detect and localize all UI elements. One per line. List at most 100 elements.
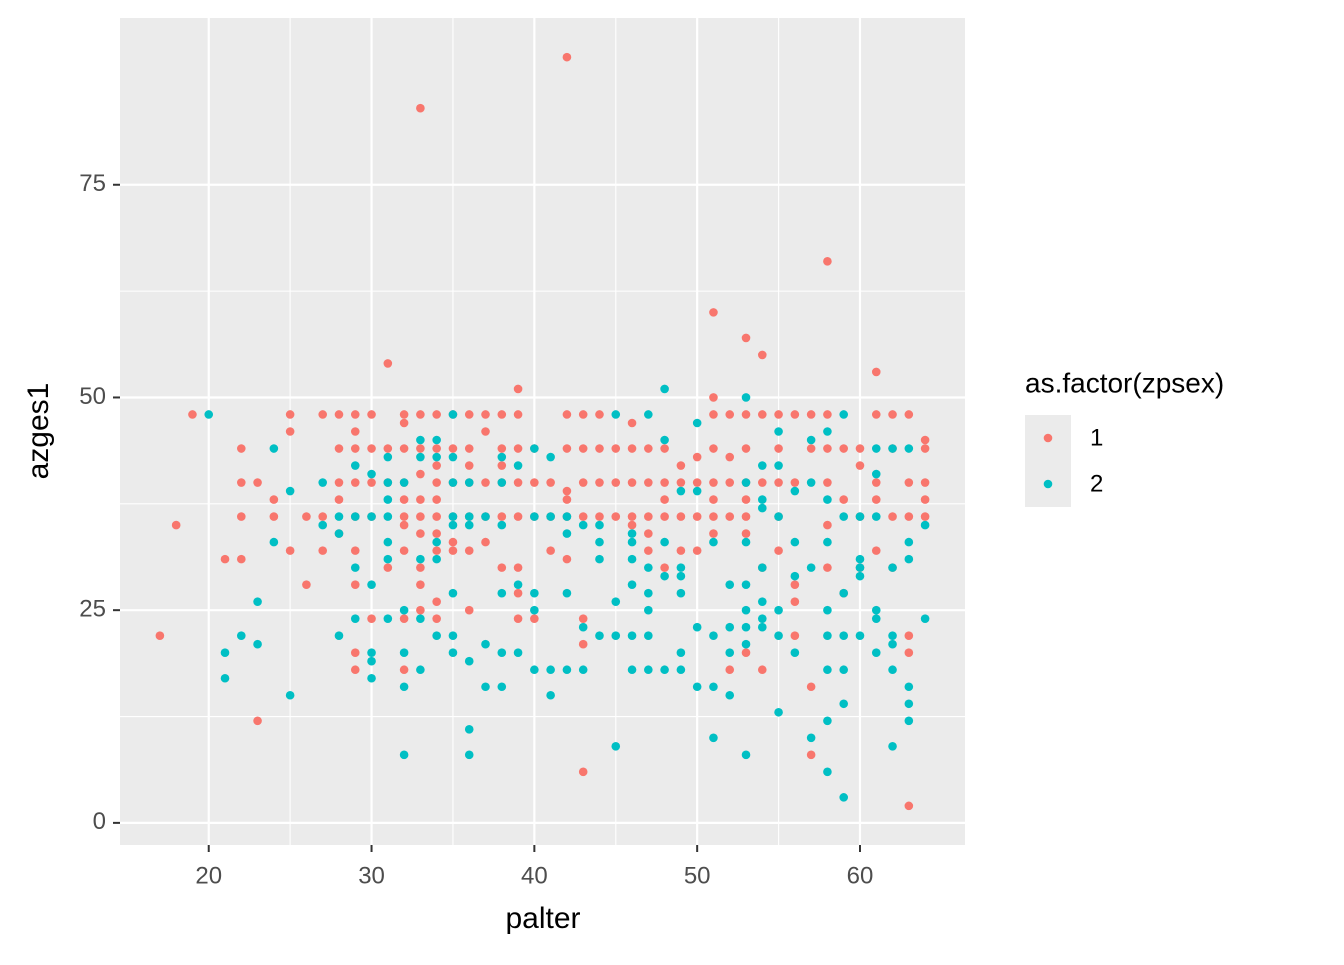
point xyxy=(676,512,686,521)
point xyxy=(367,478,376,487)
point xyxy=(920,520,930,530)
point xyxy=(823,495,832,504)
point xyxy=(432,495,441,504)
point xyxy=(741,444,751,453)
point xyxy=(220,673,230,683)
point xyxy=(562,529,572,538)
point xyxy=(823,605,832,615)
point xyxy=(530,605,539,615)
point xyxy=(367,580,376,589)
point xyxy=(839,495,849,504)
point xyxy=(806,682,816,692)
point xyxy=(546,478,555,487)
point xyxy=(806,733,816,743)
point xyxy=(757,478,767,487)
point xyxy=(350,444,360,453)
point xyxy=(578,478,588,487)
point xyxy=(546,546,555,555)
point xyxy=(871,478,881,487)
point xyxy=(855,571,865,581)
panel-background xyxy=(120,18,965,845)
point xyxy=(432,435,441,445)
point xyxy=(513,384,523,394)
point xyxy=(383,563,393,572)
point xyxy=(416,469,425,479)
point xyxy=(236,512,246,521)
point xyxy=(904,554,914,564)
point xyxy=(416,452,425,462)
point xyxy=(709,478,718,487)
point xyxy=(350,410,360,419)
point xyxy=(497,410,507,419)
point xyxy=(660,571,669,581)
point xyxy=(774,512,783,521)
y-tick-label: 50 xyxy=(79,383,106,410)
point xyxy=(383,359,393,368)
point xyxy=(562,410,572,419)
point xyxy=(285,690,295,700)
point xyxy=(855,631,865,640)
point xyxy=(448,648,458,658)
point xyxy=(823,767,832,777)
point xyxy=(709,682,718,692)
point xyxy=(497,520,507,530)
point xyxy=(676,563,686,572)
point xyxy=(432,597,441,606)
point xyxy=(888,512,897,521)
point xyxy=(416,512,425,521)
point xyxy=(416,605,425,615)
point xyxy=(302,580,311,589)
point xyxy=(774,707,783,717)
point xyxy=(481,478,490,487)
point xyxy=(904,648,914,658)
point xyxy=(578,767,588,777)
point xyxy=(318,512,328,521)
point xyxy=(562,52,572,62)
point xyxy=(757,563,767,572)
point xyxy=(904,699,914,709)
point xyxy=(350,512,360,521)
point xyxy=(269,495,279,504)
points xyxy=(155,52,930,811)
point xyxy=(904,682,914,692)
point xyxy=(741,605,751,615)
point xyxy=(155,631,165,640)
point xyxy=(725,452,735,462)
point xyxy=(416,410,425,419)
point xyxy=(644,563,653,572)
point xyxy=(823,478,832,487)
point xyxy=(367,444,376,453)
point xyxy=(399,478,409,487)
point xyxy=(627,418,637,428)
point xyxy=(448,588,458,598)
point xyxy=(676,478,686,487)
point xyxy=(904,478,914,487)
point xyxy=(448,444,458,453)
point xyxy=(644,444,653,453)
point xyxy=(399,605,409,615)
point xyxy=(481,537,490,547)
point xyxy=(871,648,881,658)
point xyxy=(709,308,718,317)
point xyxy=(774,461,783,470)
point xyxy=(725,512,735,521)
point xyxy=(416,580,425,589)
point xyxy=(888,410,897,419)
point xyxy=(236,444,246,453)
point xyxy=(497,682,507,692)
point xyxy=(660,537,669,547)
point xyxy=(660,512,669,521)
point xyxy=(709,444,718,453)
point xyxy=(871,546,881,555)
point xyxy=(627,631,637,640)
point xyxy=(904,410,914,419)
point xyxy=(725,410,735,419)
point xyxy=(399,648,409,658)
point xyxy=(806,750,816,760)
point xyxy=(741,393,751,402)
point xyxy=(416,103,425,113)
point xyxy=(709,393,718,402)
point xyxy=(432,631,441,640)
point xyxy=(562,495,572,504)
